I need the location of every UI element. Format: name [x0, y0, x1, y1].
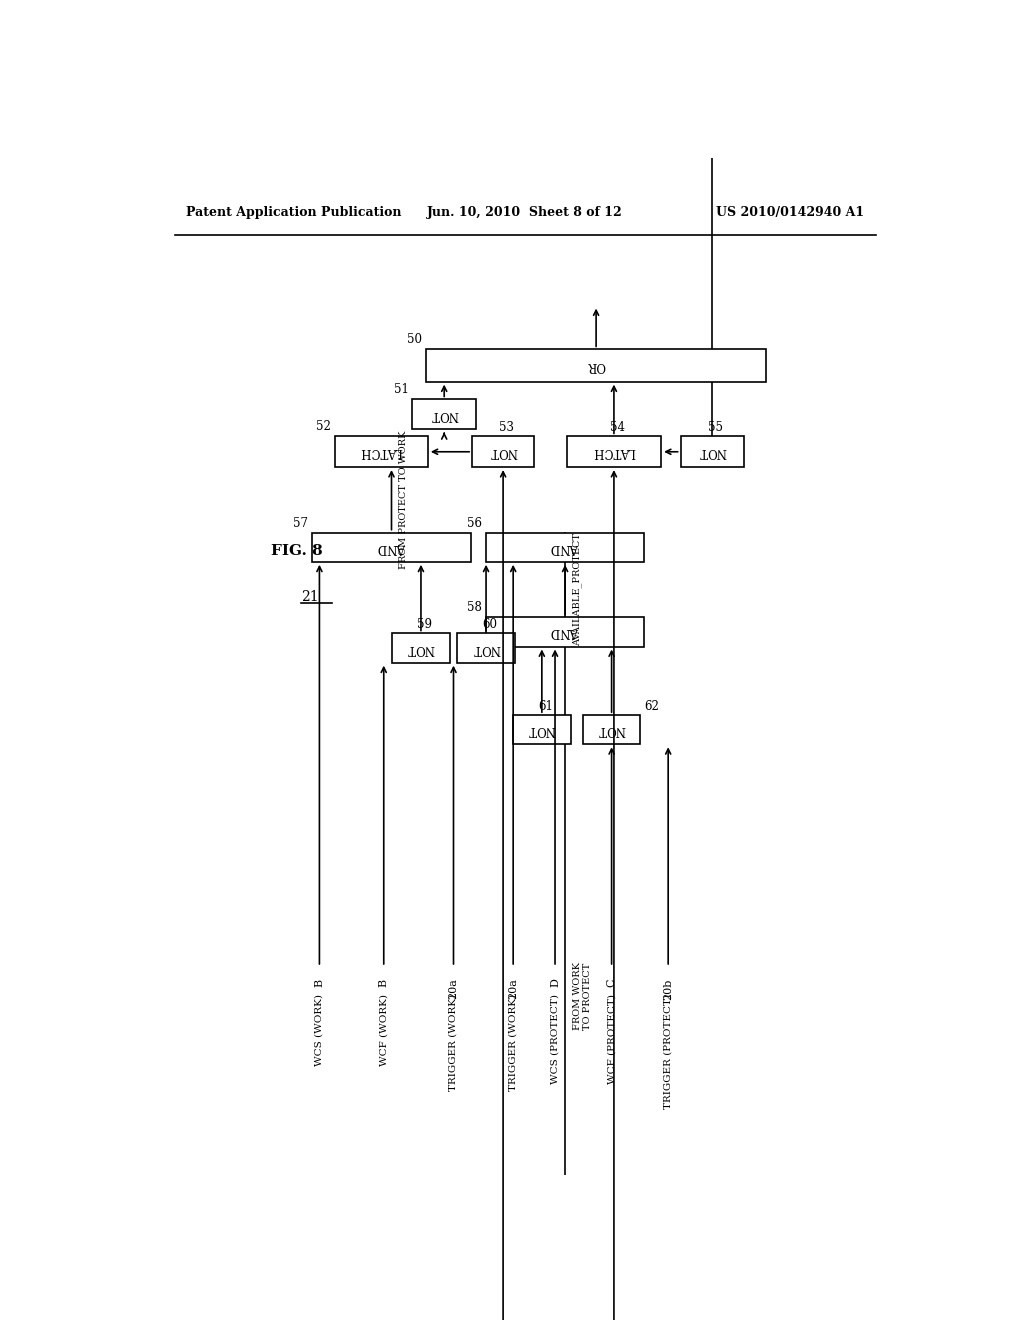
Text: 20b: 20b [664, 978, 673, 999]
Text: TRIGGER (WORK): TRIGGER (WORK) [449, 994, 458, 1090]
Text: 21: 21 [301, 590, 318, 605]
Text: NOT: NOT [698, 445, 726, 458]
Text: NOT: NOT [408, 642, 435, 655]
Text: WCF (WORK): WCF (WORK) [379, 994, 388, 1065]
Bar [311, 533, 471, 562]
Text: LATCH: LATCH [360, 445, 402, 458]
Bar [583, 715, 640, 744]
Text: Patent Application Publication: Patent Application Publication [186, 206, 401, 219]
Text: D: D [550, 978, 560, 987]
Text: 60: 60 [482, 619, 497, 631]
Text: 20a: 20a [508, 978, 518, 999]
Text: NOT: NOT [430, 408, 458, 421]
Text: OR: OR [587, 359, 605, 372]
Text: NOT: NOT [528, 723, 556, 737]
Text: 59: 59 [417, 619, 432, 631]
Bar [426, 350, 766, 381]
Text: LATCH: LATCH [593, 445, 635, 458]
Bar [513, 715, 570, 744]
Bar [486, 618, 644, 647]
Text: AVAILABLE_PROTECT: AVAILABLE_PROTECT [572, 533, 583, 645]
Text: WCS (WORK): WCS (WORK) [315, 994, 324, 1065]
Text: AND: AND [551, 541, 580, 554]
Text: 55: 55 [709, 421, 723, 434]
Bar [392, 634, 450, 663]
Text: WCS (PROTECT): WCS (PROTECT) [551, 994, 559, 1084]
Text: 54: 54 [610, 421, 625, 434]
Text: AND: AND [378, 541, 406, 554]
Text: NOT: NOT [598, 723, 626, 737]
Text: B: B [379, 978, 389, 986]
Text: 50: 50 [408, 334, 423, 346]
Text: FROM WORK
TO PROTECT: FROM WORK TO PROTECT [572, 962, 592, 1030]
Text: AND: AND [551, 626, 580, 639]
Bar [413, 400, 476, 429]
Text: WCF (PROTECT): WCF (PROTECT) [607, 994, 616, 1084]
Text: 58: 58 [467, 602, 482, 614]
Text: 52: 52 [316, 420, 331, 433]
Bar [472, 437, 535, 467]
Text: B: B [314, 978, 325, 986]
Bar [486, 533, 644, 562]
Text: TRIGGER (PROTECT): TRIGGER (PROTECT) [664, 994, 673, 1109]
Text: NOT: NOT [472, 642, 500, 655]
Text: 56: 56 [467, 516, 482, 529]
Text: Jun. 10, 2010  Sheet 8 of 12: Jun. 10, 2010 Sheet 8 of 12 [427, 206, 623, 219]
Text: 57: 57 [293, 516, 307, 529]
Text: US 2010/0142940 A1: US 2010/0142940 A1 [716, 206, 864, 219]
Text: TRIGGER (WORK): TRIGGER (WORK) [509, 994, 518, 1090]
Text: 51: 51 [393, 383, 409, 396]
Bar [458, 634, 515, 663]
Text: NOT: NOT [489, 445, 517, 458]
Bar [681, 437, 744, 467]
Bar [566, 437, 662, 467]
Text: C: C [606, 978, 616, 987]
Text: FIG. 8: FIG. 8 [271, 544, 324, 558]
Bar [335, 437, 428, 467]
Text: 53: 53 [499, 421, 514, 434]
Text: 61: 61 [538, 700, 553, 713]
Text: FROM PROTECT TO WORK: FROM PROTECT TO WORK [399, 430, 409, 569]
Text: 20a: 20a [449, 978, 459, 999]
Text: 62: 62 [644, 700, 659, 713]
